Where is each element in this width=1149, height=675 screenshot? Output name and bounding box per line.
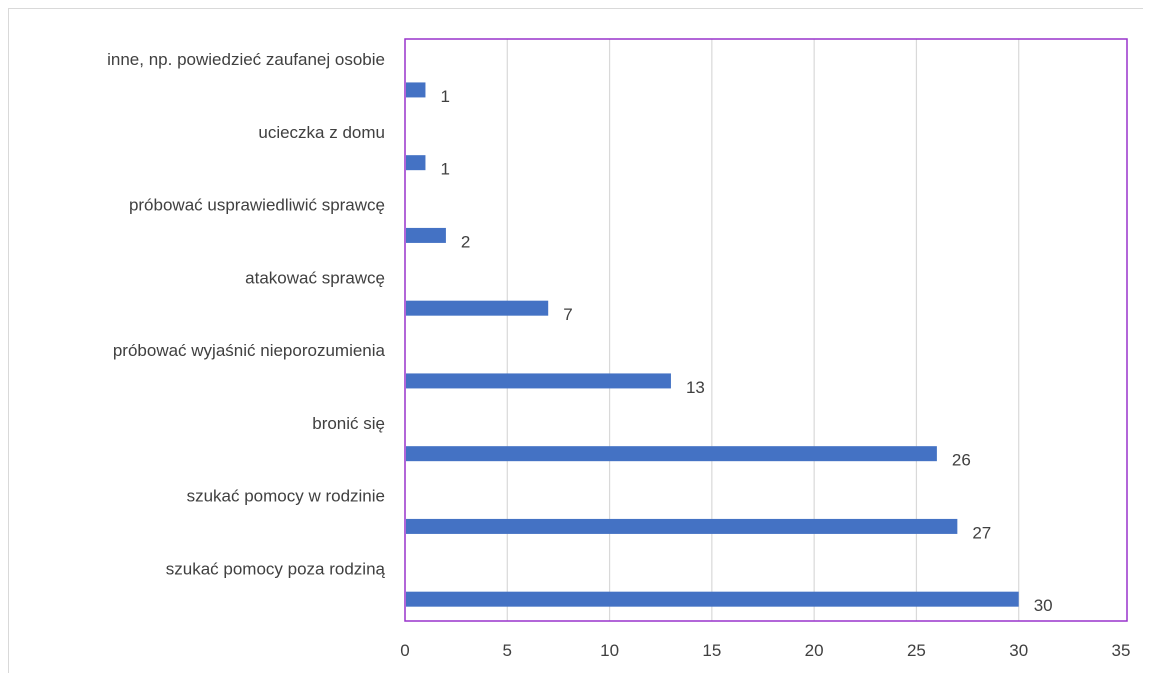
category-label: próbować usprawiedliwić sprawcę (129, 196, 385, 215)
category-label: atakować sprawcę (245, 268, 385, 287)
bar (406, 446, 937, 462)
category-label: próbować wyjaśnić nieporozumienia (113, 341, 386, 360)
category-label: bronić się (312, 414, 385, 433)
x-tick-label: 20 (805, 641, 824, 660)
bar (406, 82, 426, 98)
category-labels: szukać pomocy poza rodziną szukać pomocy … (107, 50, 385, 578)
bar (406, 518, 958, 534)
plot-area-border (404, 38, 1128, 622)
x-tick-label: 25 (907, 641, 926, 660)
category-label: szukać pomocy poza rodziną (166, 559, 386, 578)
data-label: 2 (461, 232, 470, 251)
x-tick-label: 5 (503, 641, 512, 660)
x-tick-label: 0 (400, 641, 409, 660)
data-label: 7 (563, 305, 572, 324)
bar (406, 155, 426, 171)
bar (406, 373, 671, 389)
category-label: szukać pomocy w rodzinie (187, 487, 385, 506)
bar (406, 591, 1019, 607)
data-label: 1 (440, 87, 449, 106)
x-tick-label: 35 (1112, 641, 1131, 660)
data-labels: 30 27 26 13 7 2 1 1 (440, 87, 1052, 615)
x-tick-label: 30 (1009, 641, 1028, 660)
bar (406, 227, 446, 243)
x-tick-label: 15 (702, 641, 721, 660)
data-label: 13 (686, 378, 705, 397)
chart-area (8, 8, 1143, 673)
x-tick-label: 10 (600, 641, 619, 660)
category-label: ucieczka z domu (258, 123, 385, 142)
data-label: 27 (972, 523, 991, 542)
data-label: 30 (1034, 596, 1053, 615)
category-label: inne, np. powiedzieć zaufanej osobie (107, 50, 385, 69)
x-axis-tick-labels: 0 5 10 15 20 25 30 35 (400, 641, 1130, 660)
bars (406, 82, 1019, 607)
data-label: 1 (440, 160, 449, 179)
bar (406, 300, 549, 316)
data-label: 26 (952, 451, 971, 470)
